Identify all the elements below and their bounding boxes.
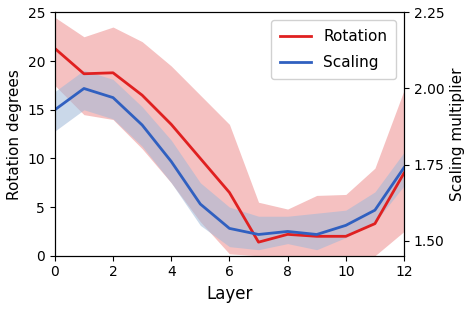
- Rotation: [139, 93, 145, 97]
- Rotation: [256, 240, 261, 244]
- Line: Scaling: Scaling: [55, 88, 404, 234]
- Legend: Rotation, Scaling: Rotation, Scaling: [271, 20, 396, 79]
- Scaling: [139, 123, 145, 127]
- Y-axis label: Rotation degrees: Rotation degrees: [7, 69, 22, 200]
- Scaling: [285, 230, 290, 233]
- Rotation: [401, 171, 407, 175]
- Y-axis label: Scaling multiplier: Scaling multiplier: [450, 67, 465, 201]
- Rotation: [52, 46, 58, 50]
- Scaling: [227, 227, 232, 230]
- Scaling: [110, 96, 116, 100]
- Line: Rotation: Rotation: [55, 48, 404, 242]
- Rotation: [285, 232, 290, 236]
- Scaling: [256, 232, 261, 236]
- X-axis label: Layer: Layer: [206, 285, 253, 303]
- Scaling: [372, 208, 378, 212]
- Rotation: [81, 72, 87, 76]
- Scaling: [169, 160, 174, 163]
- Rotation: [343, 234, 349, 238]
- Rotation: [110, 71, 116, 75]
- Scaling: [401, 166, 407, 170]
- Rotation: [227, 191, 232, 194]
- Rotation: [372, 222, 378, 225]
- Scaling: [343, 224, 349, 227]
- Scaling: [314, 232, 320, 236]
- Scaling: [52, 108, 58, 112]
- Rotation: [314, 234, 320, 238]
- Scaling: [197, 202, 203, 206]
- Rotation: [169, 122, 174, 126]
- Rotation: [197, 157, 203, 160]
- Scaling: [81, 86, 87, 90]
